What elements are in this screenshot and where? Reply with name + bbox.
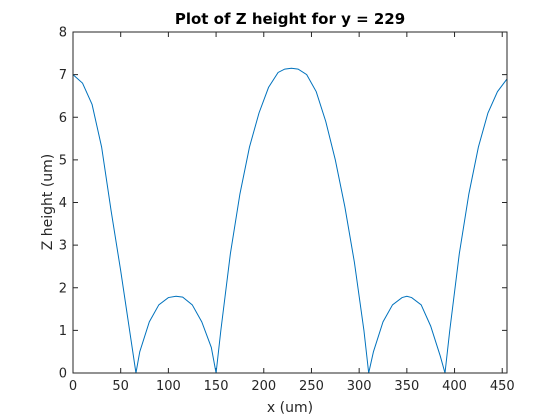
x-tick-label: 350 [394,379,419,394]
x-tick-label: 400 [442,379,467,394]
x-axis-ticks: 0 50 100 150 200 250 300 350 400 450 [69,32,515,394]
y-tick-label: 5 [59,153,67,168]
series-line [72,67,508,374]
y-tick-label: 2 [59,281,67,296]
y-tick-label: 0 [59,367,67,382]
axes-frame [72,31,508,374]
chart-title: Plot of Z height for y = 229 [175,10,405,28]
x-axis-label: x (um) [267,400,313,416]
x-tick-label: 300 [347,379,372,394]
x-tick-label: 450 [490,379,515,394]
y-axis-ticks: 0 1 2 3 4 5 6 7 8 [59,26,507,382]
x-tick-label: 0 [69,379,77,394]
y-tick-label: 7 [59,68,67,83]
y-tick-label: 3 [59,239,67,254]
y-tick-label: 6 [59,111,67,126]
x-tick-label: 250 [299,379,324,394]
x-tick-label: 150 [204,379,229,394]
x-tick-label: 100 [156,379,181,394]
y-tick-label: 1 [59,324,67,339]
plot-background [73,32,507,373]
x-tick-label: 200 [251,379,276,394]
y-tick-label: 8 [59,26,67,41]
x-tick-label: 50 [112,379,129,394]
y-axis-label: Z height (um) [40,154,56,251]
y-tick-label: 4 [59,196,67,211]
